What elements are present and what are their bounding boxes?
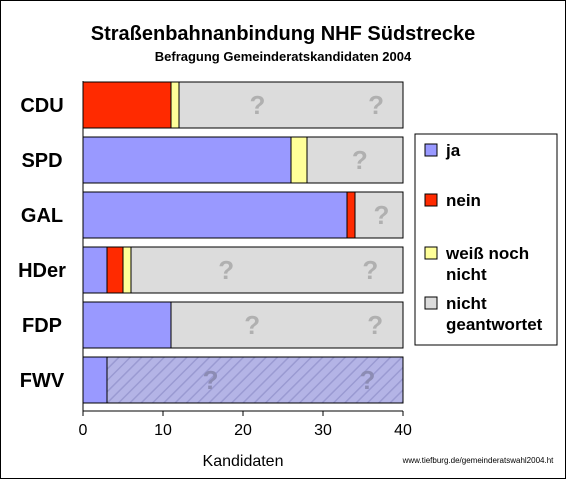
chart-subtitle: Befragung Gemeinderatskandidaten 2004 [155,49,412,64]
bar-cdu-series-2 [170,81,180,129]
unanswered-mark-gal-0: ? [373,200,389,230]
legend-label-1-0: nein [446,191,481,210]
bar-gal-series-3 [354,191,404,239]
unanswered-mark-hder-0: ? [218,255,234,285]
category-label-gal: GAL [21,205,63,227]
bar-spd-series-3 [306,136,404,184]
x-tick-label-10: 10 [154,422,172,439]
source-url: www.tiefburg.de/gemeinderatswahl2004.ht [402,456,555,465]
legend-label-3-0: nicht [446,294,487,313]
category-label-hder: HDer [18,260,66,282]
bar-gal-series-1 [346,191,356,239]
bar-cdu-series-1 [82,81,172,129]
x-tick-label-0: 0 [79,422,88,439]
unanswered-mark-cdu-1: ? [368,90,384,120]
x-axis-label: Kandidaten [203,453,284,470]
legend-label-0-0: ja [445,141,461,160]
x-tick-label-40: 40 [394,422,412,439]
category-label-spd: SPD [21,150,62,172]
bar-hder-series-1 [106,246,124,294]
legend-swatch-0 [424,143,438,157]
bar-fwv-series-0 [82,356,108,404]
unanswered-mark-fwv-0: ? [203,365,219,395]
legend-swatch-1 [424,193,438,207]
bar-spd-series-0 [82,136,292,184]
bar-fdp-series-3 [170,301,404,349]
bar-spd-series-2 [290,136,308,184]
unanswered-mark-fdp-0: ? [244,310,260,340]
bar-fwv-series-3 [106,356,404,404]
category-label-fwv: FWV [20,370,65,392]
legend: ja nein weiß noch nicht nicht geantwortet [414,133,558,346]
legend-swatch-2 [424,246,438,260]
unanswered-mark-spd-0: ? [352,145,368,175]
legend-label-2-0: weiß noch [445,244,529,263]
category-label-fdp: FDP [22,315,62,337]
bar-fdp-series-0 [82,301,172,349]
bar-hder-series-0 [82,246,108,294]
unanswered-mark-hder-1: ? [362,255,378,285]
x-tick-label-20: 20 [234,422,252,439]
legend-box [414,133,558,346]
bar-hder-series-3 [130,246,404,294]
legend-label-2-1: nicht [446,265,487,284]
chart-title: Straßenbahnanbindung NHF Südstrecke [91,23,475,45]
x-tick-label-30: 30 [314,422,332,439]
bar-gal-series-0 [82,191,348,239]
unanswered-mark-fdp-1: ? [367,310,383,340]
plot-area: CDU? ? SPD ? GAL ? HDer? ? FDP? ? FWV? ? 0 10 20 30 40 [18,81,412,439]
bar-hder-series-2 [122,246,132,294]
legend-swatch-3 [424,296,438,310]
unanswered-mark-fwv-1: ? [360,365,376,395]
category-label-cdu: CDU [20,95,63,117]
legend-label-3-1: geantwortet [446,315,543,334]
bar-cdu-series-3 [178,81,404,129]
unanswered-mark-cdu-0: ? [249,90,265,120]
